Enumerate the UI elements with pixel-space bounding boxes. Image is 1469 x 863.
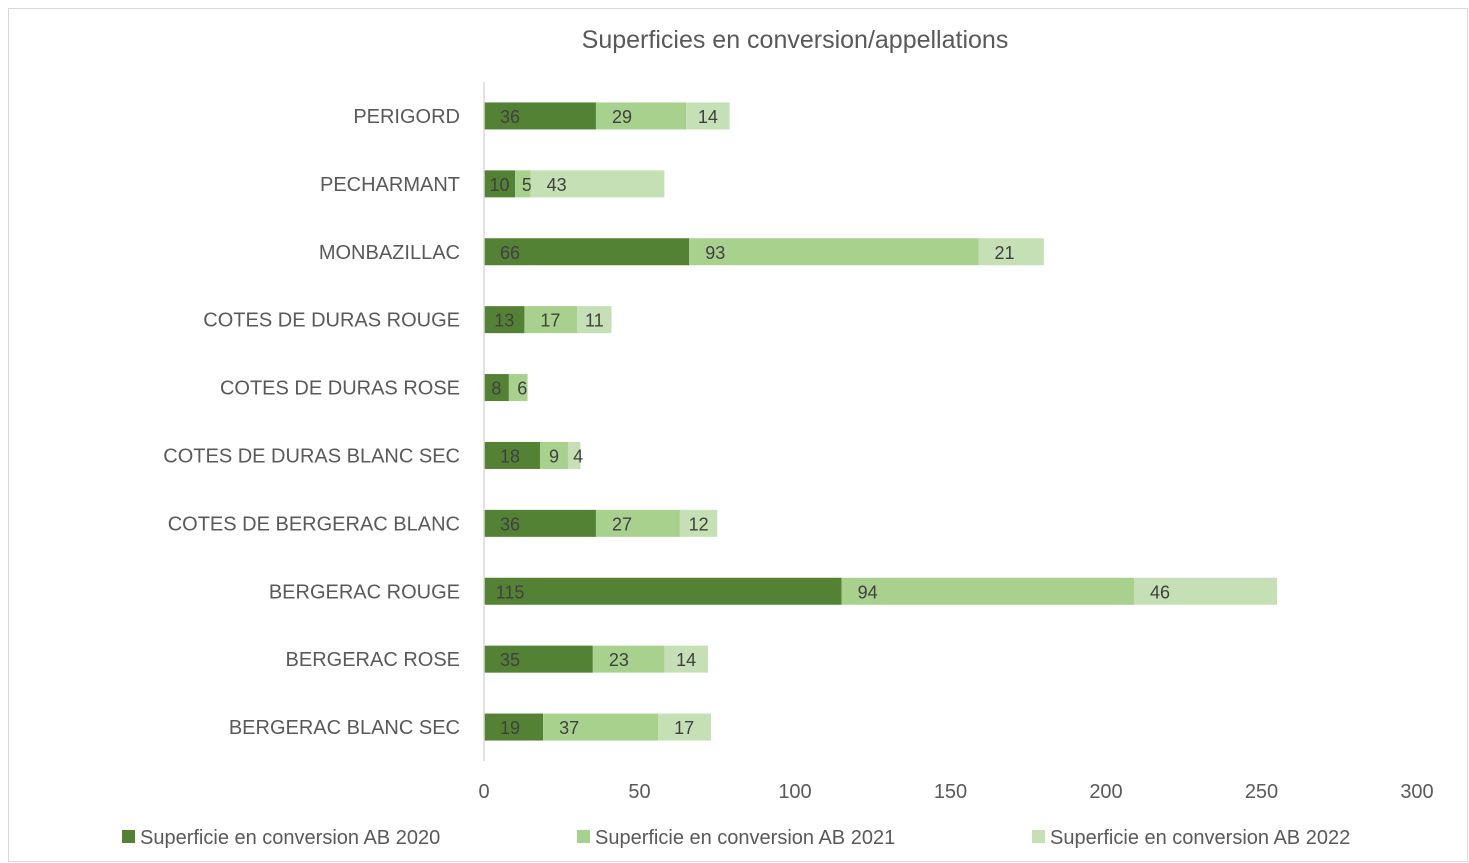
category-label: PERIGORD: [353, 106, 460, 128]
bar-segment-3: [577, 306, 612, 334]
bar-segment-2: [508, 374, 528, 402]
legend: Superficie en conversion AB 2020 Superfic…: [122, 827, 1350, 849]
x-tick-label: 50: [628, 781, 650, 803]
data-label: 93: [705, 243, 725, 263]
bar-segment-3: [658, 713, 712, 741]
bar-segment-2: [841, 577, 1134, 605]
data-label: 43: [547, 175, 567, 195]
legend-swatch: [1032, 830, 1045, 843]
category-label: BERGERAC ROSE: [286, 649, 460, 671]
bar-segment-1: [484, 509, 596, 537]
data-label: 5: [522, 175, 532, 195]
data-label: 27: [612, 514, 632, 534]
data-label: 29: [612, 107, 632, 127]
bar-segment-3: [679, 509, 718, 537]
bar-segment-1: [484, 170, 516, 198]
data-label: 23: [609, 650, 629, 670]
data-label: 8: [491, 379, 501, 399]
data-label: 10: [490, 175, 510, 195]
data-label: 46: [1150, 582, 1170, 602]
x-tick-label: 0: [478, 781, 489, 803]
data-label: 9: [549, 446, 559, 466]
data-label: 35: [500, 650, 520, 670]
category-label: BERGERAC BLANC SEC: [229, 717, 460, 739]
data-label: 14: [698, 107, 718, 127]
bar-segment-3: [664, 645, 708, 673]
x-tick-label: 250: [1245, 781, 1278, 803]
x-axis-tick-labels: 0 50 100 150 200 250 300: [478, 781, 1433, 803]
data-label: 4: [573, 446, 583, 466]
bar-segment-1: [484, 577, 842, 605]
chart-title: Superficies en conversion/appellations: [582, 26, 1009, 54]
bar-segment-1: [484, 306, 525, 334]
bar-segment-1: [484, 645, 593, 673]
data-label: 14: [676, 650, 696, 670]
x-tick-label: 200: [1089, 781, 1122, 803]
bar-segment-1: [484, 713, 544, 741]
category-label: COTES DE BERGERAC BLANC: [168, 513, 460, 535]
bar-segment-3: [686, 102, 730, 130]
x-tick-label: 300: [1400, 781, 1433, 803]
bar-segment-3: [530, 170, 665, 198]
data-label: 36: [500, 107, 520, 127]
data-label: 12: [689, 514, 709, 534]
category-label: COTES DE DURAS BLANC SEC: [163, 445, 460, 467]
legend-label: Superficie en conversion AB 2020: [140, 827, 440, 849]
legend-label: Superficie en conversion AB 2021: [595, 827, 895, 849]
data-label: 18: [500, 446, 520, 466]
bar-segment-2: [539, 441, 568, 469]
category-label: COTES DE DURAS ROUGE: [203, 310, 460, 332]
bar-segment-2: [595, 509, 680, 537]
category-labels: PERIGORD PECHARMANT MONBAZILLAC COTES DE DU…: [163, 106, 460, 739]
bar-segment-3: [567, 441, 581, 469]
data-label: 13: [494, 311, 514, 331]
legend-label: Superficie en conversion AB 2022: [1050, 827, 1350, 849]
data-label: 17: [540, 311, 560, 331]
bar-segment-1: [484, 238, 690, 266]
bar-segment-2: [592, 645, 665, 673]
data-label: 94: [858, 582, 878, 602]
chart-frame: [8, 8, 1468, 862]
bar-segment-2: [515, 170, 531, 198]
data-label: 115: [496, 582, 525, 602]
legend-swatch: [122, 830, 135, 843]
bar-segment-2: [689, 238, 979, 266]
bar-segment-3: [1133, 577, 1278, 605]
data-label: 19: [500, 718, 520, 738]
data-label: 36: [500, 514, 520, 534]
bar-segment-2: [595, 102, 687, 130]
bar-segment-3: [978, 238, 1044, 266]
bar-segment-1: [484, 441, 540, 469]
data-label: 66: [500, 243, 520, 263]
data-label: 6: [517, 379, 527, 399]
bar-segment-2: [524, 306, 578, 334]
x-tick-label: 150: [934, 781, 967, 803]
data-label: 21: [994, 243, 1014, 263]
data-label: 11: [585, 311, 604, 331]
category-label: MONBAZILLAC: [319, 242, 460, 264]
category-label: COTES DE DURAS ROSE: [220, 378, 460, 400]
category-label: PECHARMANT: [320, 174, 460, 196]
bar-segment-1: [484, 374, 509, 402]
data-label: 17: [674, 718, 694, 738]
bar-segment-2: [543, 713, 659, 741]
bar-segment-1: [484, 102, 596, 130]
legend-swatch: [577, 830, 590, 843]
x-tick-label: 100: [778, 781, 811, 803]
category-label: BERGERAC ROUGE: [269, 581, 460, 603]
data-label: 37: [559, 718, 579, 738]
